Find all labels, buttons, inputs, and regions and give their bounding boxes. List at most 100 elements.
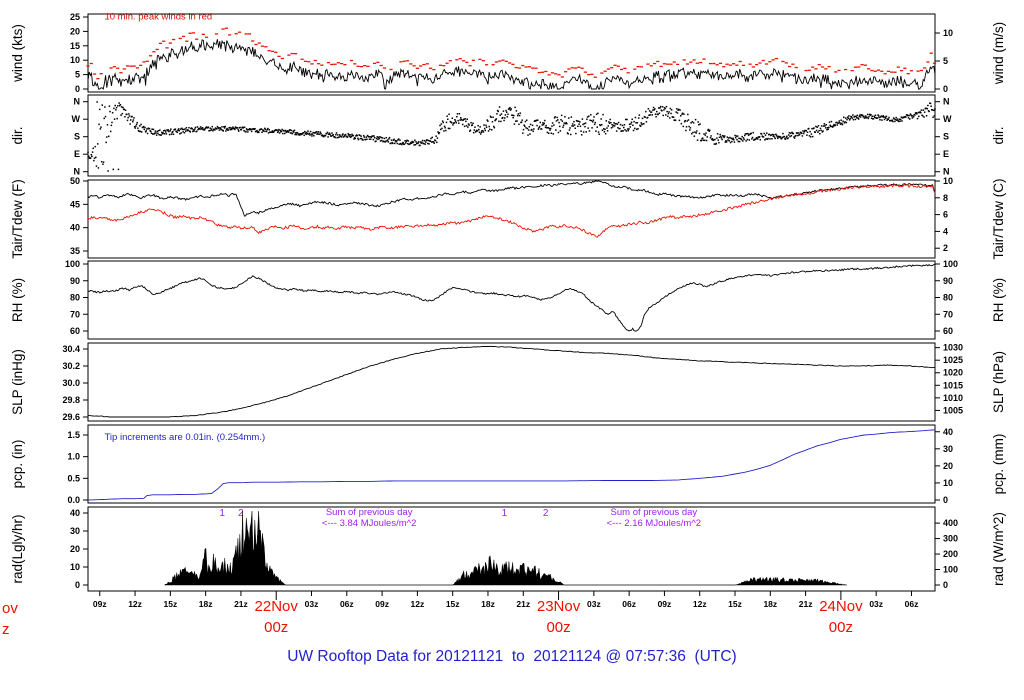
dir-dot [882,115,884,117]
dir-dot [127,116,129,119]
dir-dot [819,127,822,130]
dir-dot [796,132,798,134]
y-tick-label-left: 15 [70,41,80,51]
dir-dot [120,106,123,108]
dir-dot [161,131,163,134]
dir-dot [441,120,444,122]
dir-dot [874,114,877,117]
dir-dot [560,118,562,121]
dir-dot [472,131,475,134]
dir-dot [844,117,847,119]
dir-dot [721,138,723,141]
dir-dot [195,130,198,133]
dir-dot [238,130,240,132]
dir-dot [350,135,353,137]
dir-dot [322,135,325,138]
dir-dot [92,147,94,150]
axis-title-right-slp: SLP (hPa) [991,351,1006,413]
dir-dot [634,116,637,119]
dir-dot [562,124,565,127]
dir-dot [497,110,500,113]
dir-dot [457,119,459,122]
dir-dot [596,126,598,128]
dir-dot [329,133,331,135]
y-tick-label-right: 1005 [943,405,963,415]
dir-dot [716,133,719,135]
dir-dot [278,128,280,131]
dir-dot [668,117,671,119]
dir-dot [394,140,397,142]
dir-dot [318,133,321,135]
dir-dot [775,133,777,136]
dir-dot [857,117,859,119]
y-tick-label-left: 20 [70,544,80,554]
dir-dot [527,129,530,131]
dir-dot [606,127,608,129]
dir-dot [177,129,179,132]
dir-dot [91,155,93,158]
dir-dot [773,136,776,138]
dir-dot [704,134,707,136]
dir-dot [261,131,263,133]
dir-dot [108,105,111,107]
dir-dot [254,127,256,130]
dir-dot [177,128,180,130]
dir-dot [648,110,651,112]
dir-dot [444,127,446,129]
y-tick-label-left: 40 [70,508,80,518]
dir-dot [113,118,116,120]
dir-dot [435,135,437,137]
dir-dot [588,130,591,132]
dir-dot [368,138,371,140]
dir-dot [491,120,494,123]
dir-dot [922,109,925,111]
dir-dot [874,116,876,119]
y-tick-label-right: 100 [943,565,958,575]
dir-dot [445,129,447,132]
dir-dot [194,128,196,130]
dir-dot [287,130,289,133]
day-label: 23Nov [537,598,581,615]
dir-dot [733,141,736,143]
dir-dot [430,141,433,143]
dir-dot [693,135,696,137]
dir-dot [417,141,420,143]
dir-dot [558,121,560,124]
dir-dot [645,110,647,113]
dir-dot [663,109,665,111]
dir-dot [727,139,729,141]
dir-dot [734,136,737,139]
dir-dot [829,124,831,127]
dir-dot [799,133,801,136]
dir-dot [600,118,602,120]
dir-dot [617,121,620,124]
dir-dot [439,128,442,131]
dir-dot [619,123,622,126]
dir-dot [578,123,580,125]
clipped-day-line2: z [2,621,10,638]
dir-dot [230,127,232,129]
dir-dot [670,109,673,111]
dir-dot [239,126,241,129]
dir-dot [467,126,469,128]
axis-title-left-wind: wind (kts) [10,24,25,83]
dir-dot [626,128,629,130]
dir-dot [905,116,907,118]
dir-dot [621,130,623,132]
dir-dot [419,141,422,143]
dir-dot [220,128,223,131]
dir-dot [469,130,471,132]
dir-dot [819,132,821,135]
dir-dot [823,123,826,125]
dir-dot [659,105,662,108]
dir-dot [872,117,875,120]
dir-dot [895,116,897,119]
dir-dot [272,131,275,133]
dir-dot [692,122,695,124]
dir-dot [916,117,919,120]
dir-dot [607,125,609,127]
dir-dot [207,126,210,128]
dir-dot [529,133,531,135]
dir-dot [163,130,165,132]
dir-dot [843,122,846,124]
